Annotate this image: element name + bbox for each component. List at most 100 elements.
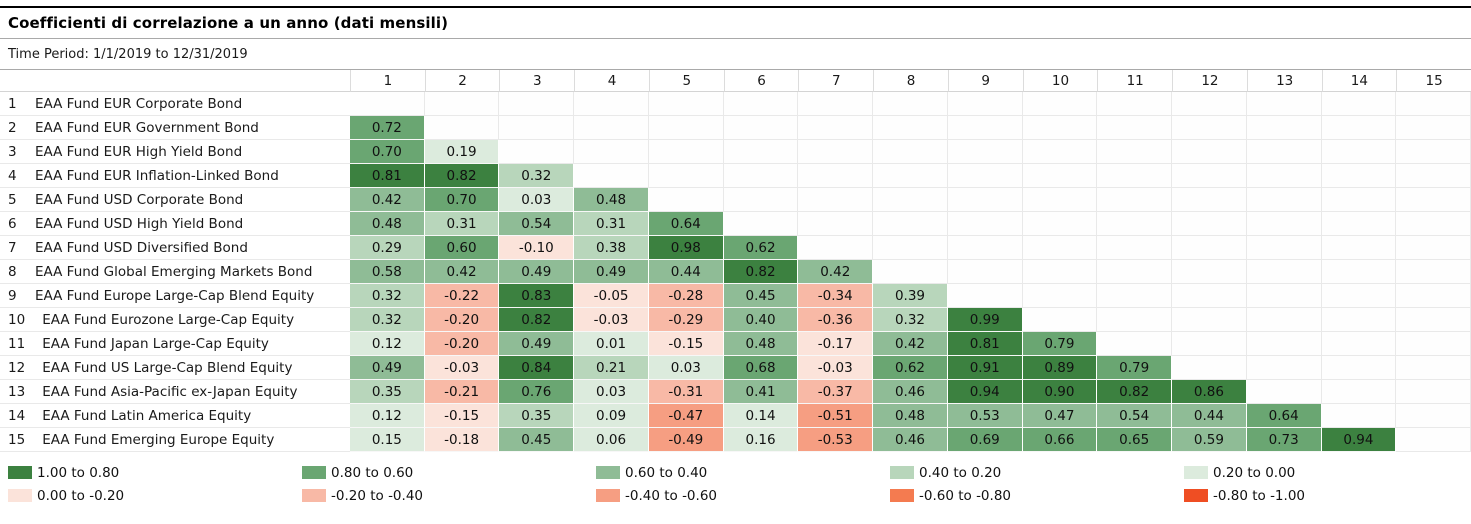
matrix-cell: 0.12 bbox=[350, 332, 425, 356]
matrix-cell: 0.70 bbox=[350, 140, 425, 164]
matrix-cell: 0.42 bbox=[424, 260, 500, 284]
legend-item: -0.20 to -0.40 bbox=[302, 484, 596, 507]
column-header-3: 3 bbox=[499, 70, 575, 92]
matrix-cell: 0.58 bbox=[350, 260, 425, 284]
matrix-cell-empty bbox=[947, 140, 1023, 164]
matrix-cell-empty bbox=[648, 164, 724, 188]
matrix-cell-empty bbox=[873, 236, 948, 260]
matrix-cell-empty bbox=[1396, 116, 1471, 140]
time-period-label: Time Period: 1/1/2019 to 12/31/2019 bbox=[8, 47, 248, 62]
matrix-cell-empty bbox=[798, 92, 874, 116]
matrix-cell-empty bbox=[1396, 212, 1471, 236]
legend-label: -0.40 to -0.60 bbox=[625, 487, 717, 504]
fund-name: EAA Fund EUR Government Bond bbox=[35, 119, 259, 136]
matrix-cell-empty bbox=[1321, 116, 1397, 140]
legend-label: -0.20 to -0.40 bbox=[331, 487, 423, 504]
column-header-6: 6 bbox=[723, 70, 799, 92]
matrix-cell: 0.89 bbox=[1022, 356, 1098, 380]
matrix-cell: 0.32 bbox=[499, 164, 575, 188]
matrix-cell-empty bbox=[1022, 284, 1098, 308]
matrix-cell: 0.48 bbox=[873, 404, 948, 428]
matrix-cell-empty bbox=[1246, 212, 1322, 236]
matrix-cell-empty bbox=[798, 116, 874, 140]
row-label: 4 EAA Fund EUR Inflation-Linked Bond bbox=[0, 164, 350, 188]
legend-item: 0.60 to 0.40 bbox=[596, 461, 890, 484]
matrix-cell-empty bbox=[1396, 260, 1471, 284]
matrix-cell: -0.18 bbox=[424, 428, 500, 452]
matrix-cell: 0.44 bbox=[1172, 404, 1247, 428]
matrix-cell-empty bbox=[1396, 188, 1471, 212]
matrix-cell: 0.86 bbox=[1172, 380, 1247, 404]
matrix-cell-empty bbox=[1246, 308, 1322, 332]
matrix-cell: -0.03 bbox=[424, 356, 500, 380]
matrix-cell-empty bbox=[1246, 332, 1322, 356]
matrix-cell: 0.38 bbox=[574, 236, 649, 260]
matrix-cell: -0.15 bbox=[648, 332, 724, 356]
matrix-cell: -0.21 bbox=[424, 380, 500, 404]
matrix-cell-empty bbox=[947, 284, 1023, 308]
matrix-cell-empty bbox=[1172, 284, 1247, 308]
matrix-cell-empty bbox=[648, 116, 724, 140]
matrix-cell: 0.64 bbox=[1246, 404, 1322, 428]
matrix-cell-empty bbox=[1321, 92, 1397, 116]
fund-name: EAA Fund EUR Inflation-Linked Bond bbox=[35, 167, 279, 184]
matrix-cell-empty bbox=[1396, 164, 1471, 188]
matrix-cell-empty bbox=[1396, 308, 1471, 332]
fund-name: EAA Fund Global Emerging Markets Bond bbox=[35, 263, 313, 280]
matrix-cell: 0.31 bbox=[424, 212, 500, 236]
matrix-cell-empty bbox=[499, 116, 575, 140]
matrix-cell: 0.90 bbox=[1022, 380, 1098, 404]
legend-label: -0.60 to -0.80 bbox=[919, 487, 1011, 504]
matrix-cell-empty bbox=[873, 260, 948, 284]
matrix-cell-empty bbox=[723, 212, 799, 236]
matrix-cell-empty bbox=[798, 212, 874, 236]
matrix-cell: 0.54 bbox=[499, 212, 575, 236]
matrix-cell: -0.03 bbox=[798, 356, 874, 380]
matrix-cell: 0.42 bbox=[873, 332, 948, 356]
matrix-cell: 0.91 bbox=[947, 356, 1023, 380]
matrix-cell-empty bbox=[947, 236, 1023, 260]
matrix-cell-empty bbox=[1022, 236, 1098, 260]
matrix-cell-empty bbox=[1022, 92, 1098, 116]
matrix-cell-empty bbox=[1172, 236, 1247, 260]
matrix-cell-empty bbox=[648, 188, 724, 212]
matrix-cell-empty bbox=[1022, 116, 1098, 140]
matrix-cell: 0.42 bbox=[350, 188, 425, 212]
matrix-cell: 0.82 bbox=[499, 308, 575, 332]
matrix-cell: 0.98 bbox=[648, 236, 724, 260]
fund-name: EAA Fund USD Corporate Bond bbox=[35, 191, 244, 208]
matrix-cell: 0.01 bbox=[574, 332, 649, 356]
matrix-cell: 0.49 bbox=[350, 356, 425, 380]
row-label: 13 EAA Fund Asia-Pacific ex-Japan Equity bbox=[0, 380, 350, 404]
fund-name: EAA Fund USD High Yield Bond bbox=[35, 215, 244, 232]
matrix-cell: 0.40 bbox=[723, 308, 799, 332]
matrix-cell: 0.72 bbox=[350, 116, 425, 140]
matrix-cell: 0.59 bbox=[1172, 428, 1247, 452]
matrix-cell: -0.47 bbox=[648, 404, 724, 428]
column-header-12: 12 bbox=[1172, 70, 1247, 92]
matrix-cell-empty bbox=[947, 188, 1023, 212]
matrix-cell: 0.94 bbox=[1321, 428, 1397, 452]
matrix-cell-empty bbox=[424, 116, 500, 140]
matrix-cell-empty bbox=[1396, 332, 1471, 356]
matrix-cell-empty bbox=[1246, 116, 1322, 140]
matrix-cell: -0.03 bbox=[574, 308, 649, 332]
legend-swatch bbox=[890, 466, 914, 479]
legend-swatch bbox=[1184, 489, 1208, 502]
matrix-cell-empty bbox=[1172, 92, 1247, 116]
matrix-cell-empty bbox=[574, 140, 649, 164]
matrix-cell-empty bbox=[574, 116, 649, 140]
fund-name: EAA Fund Latin America Equity bbox=[42, 407, 252, 424]
row-number: 8 bbox=[8, 263, 17, 280]
matrix-cell-empty bbox=[1246, 188, 1322, 212]
matrix-cell: 0.21 bbox=[574, 356, 649, 380]
matrix-cell: -0.17 bbox=[798, 332, 874, 356]
matrix-cell-empty bbox=[1321, 236, 1397, 260]
row-label: 8 EAA Fund Global Emerging Markets Bond bbox=[0, 260, 350, 284]
matrix-cell-empty bbox=[1097, 332, 1173, 356]
legend-swatch bbox=[302, 466, 326, 479]
matrix-cell: 0.54 bbox=[1097, 404, 1173, 428]
matrix-cell: 0.09 bbox=[574, 404, 649, 428]
matrix-cell-empty bbox=[350, 92, 425, 116]
correlation-report: Coefficienti di correlazione a un anno (… bbox=[0, 6, 1471, 524]
